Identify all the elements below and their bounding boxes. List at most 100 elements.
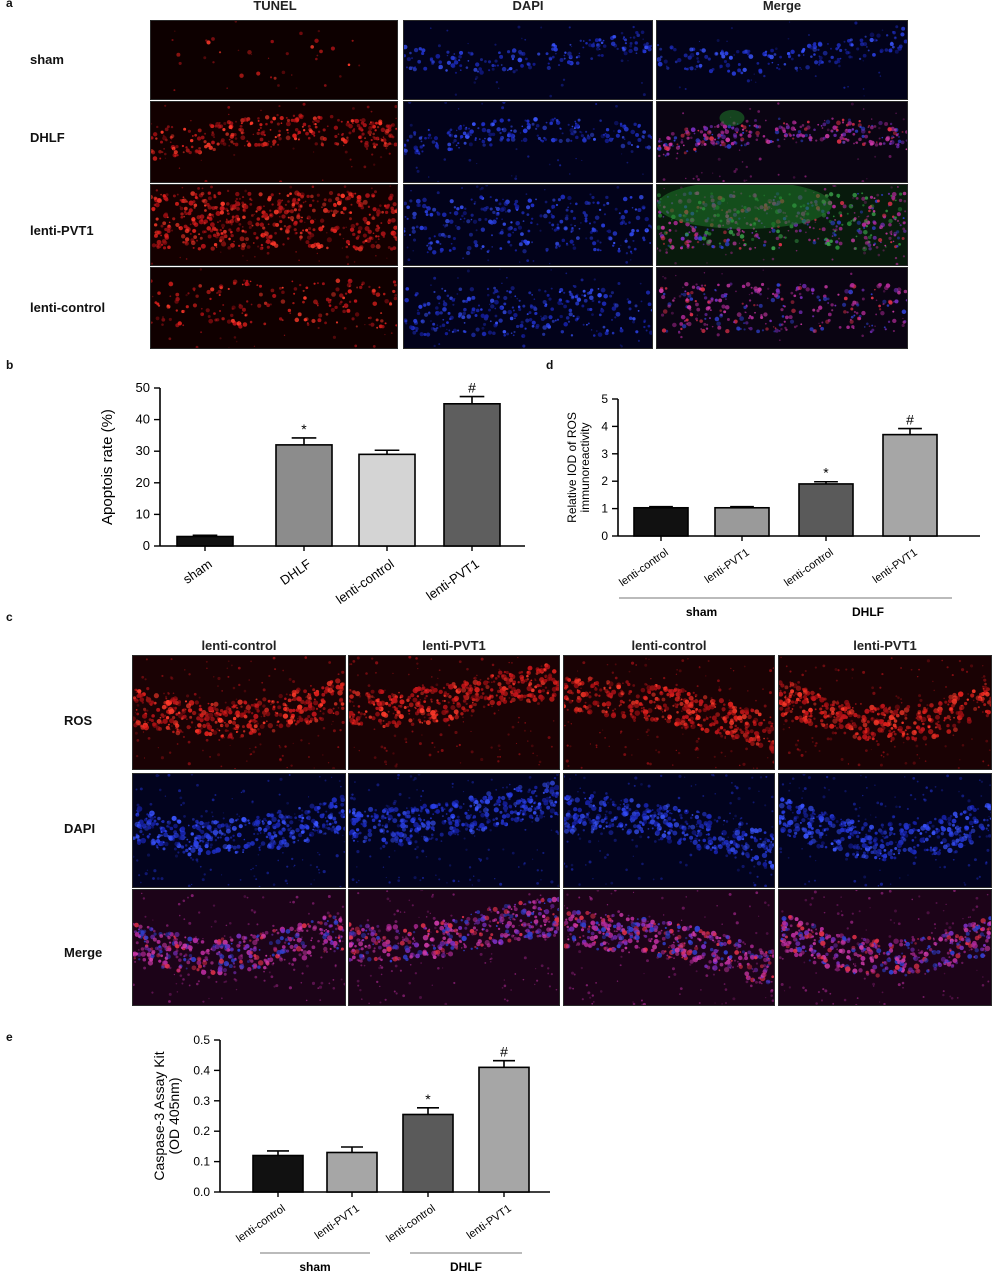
x-tick-label: lenti-PVT1 — [465, 1203, 514, 1242]
x-tick-label: sham — [180, 556, 215, 587]
y-tick-label: 0.3 — [193, 1094, 210, 1108]
group-label: sham — [686, 605, 717, 619]
error-bar — [814, 480, 838, 484]
micrograph-dhlf-tunel — [150, 101, 398, 183]
y-tick-label: 20 — [136, 475, 150, 490]
significance-marker: * — [301, 421, 307, 437]
col-header-tunel: TUNEL — [253, 0, 297, 13]
error-bar — [267, 1150, 289, 1156]
col-header-c1: lenti-control — [201, 638, 277, 653]
significance-marker: # — [906, 412, 914, 428]
micrograph-dhlf-merge — [656, 101, 908, 183]
y-axis-label: Caspase-3 Assay Kit — [151, 1051, 167, 1180]
bar — [176, 535, 234, 547]
group-label: DHLF — [450, 1260, 482, 1274]
y-tick-label: 0.5 — [193, 1033, 210, 1047]
y-tick-label: 50 — [136, 380, 150, 395]
micrograph-dapi-dhlf-lenti-pvt1 — [778, 773, 992, 888]
bar — [252, 1154, 304, 1193]
panel-b-label: b — [6, 358, 14, 372]
error-bar — [730, 505, 754, 508]
y-axis-label: Apoptois rate (%) — [99, 409, 116, 525]
y-tick-label: 5 — [601, 392, 608, 406]
bar — [402, 1113, 454, 1193]
x-tick-label: lenti-control — [333, 556, 397, 607]
significance-marker: # — [500, 1044, 508, 1060]
micrograph-dapi-dhlf-lenti-control — [563, 773, 775, 888]
apoptosis-bar-chart: 0 10 20 30 40 50 Apoptois rate (%) sham * DHLF len… — [99, 380, 525, 607]
micrograph-dhlf-dapi — [403, 101, 653, 183]
panel-c-label: c — [6, 610, 13, 624]
micrograph-merge-dhlf-lenti-pvt1 — [778, 889, 992, 1006]
error-bar — [192, 534, 218, 537]
y-tick-label: 30 — [136, 443, 150, 458]
y-axis-label: (OD 405nm) — [166, 1077, 182, 1154]
x-tick-label: lenti-control — [782, 547, 835, 589]
y-tick-label: 0.2 — [193, 1124, 210, 1138]
error-bar — [649, 505, 673, 508]
y-axis-label: immunoreactivity — [578, 422, 592, 512]
bar — [326, 1151, 378, 1193]
significance-marker: * — [425, 1091, 431, 1107]
panel-a-label: a — [6, 0, 13, 10]
micrograph-lenti-control-dapi — [403, 267, 653, 349]
col-header-merge: Merge — [762, 0, 802, 13]
error-bar — [493, 1059, 515, 1068]
error-bar — [341, 1146, 363, 1153]
significance-marker: * — [823, 465, 829, 481]
micrograph-lenti-pvt1-tunel — [150, 184, 398, 266]
x-tick-label: lenti-PVT1 — [423, 556, 481, 603]
micrograph-merge-dhlf-lenti-control — [563, 889, 775, 1006]
y-tick-label: 0.0 — [193, 1185, 210, 1199]
micrograph-sham-tunel — [150, 20, 398, 100]
col-header-c2: lenti-PVT1 — [422, 638, 486, 653]
bar — [443, 402, 501, 547]
y-tick-label: 1 — [601, 502, 608, 516]
bar — [478, 1066, 530, 1193]
bar — [882, 433, 938, 537]
bar — [798, 483, 854, 537]
row-label-ros: ROS — [64, 713, 93, 728]
micrograph-ros-sham-lenti-pvt1 — [348, 655, 560, 770]
error-bar — [898, 427, 922, 435]
group-label: sham — [299, 1260, 330, 1274]
row-label-dapi: DAPI — [64, 821, 96, 836]
bar — [275, 444, 333, 547]
y-tick-label: 4 — [601, 419, 608, 433]
y-tick-label: 0.1 — [193, 1155, 210, 1169]
y-tick-label: 2 — [601, 474, 608, 488]
row-label-lenti-pvt1: lenti-PVT1 — [30, 223, 94, 238]
x-tick-label: lenti-PVT1 — [313, 1203, 362, 1242]
error-bar — [374, 449, 400, 455]
micrograph-merge-sham-lenti-pvt1 — [348, 889, 560, 1006]
bar — [633, 506, 689, 537]
micrograph-lenti-pvt1-merge — [656, 184, 908, 266]
y-tick-label: 10 — [136, 506, 150, 521]
col-header-dapi: DAPI — [512, 0, 544, 13]
micrograph-sham-dapi — [403, 20, 653, 100]
row-label-merge: Merge — [64, 945, 103, 960]
row-label-dhlf: DHLF — [30, 130, 65, 145]
error-bar — [459, 395, 485, 404]
bar — [714, 506, 770, 537]
group-label: DHLF — [852, 605, 884, 619]
micrograph-dapi-sham-lenti-control — [132, 773, 346, 888]
x-tick-label: DHLF — [277, 556, 313, 588]
col-header-c3: lenti-control — [631, 638, 707, 653]
y-axis-label: Relative IOD of ROS — [565, 412, 579, 523]
micrograph-ros-dhlf-lenti-control — [563, 655, 775, 770]
row-label-sham: sham — [30, 52, 64, 67]
col-header-c4: lenti-PVT1 — [853, 638, 917, 653]
x-tick-label: lenti-control — [384, 1203, 437, 1245]
row-label-lenti-control: lenti-control — [30, 300, 106, 315]
bar — [358, 453, 416, 547]
significance-marker: # — [468, 380, 476, 396]
y-tick-label: 40 — [136, 412, 150, 427]
panel-e-label: e — [6, 1030, 13, 1044]
micrograph-ros-dhlf-lenti-pvt1 — [778, 655, 992, 770]
error-bar — [417, 1106, 439, 1115]
micrograph-dapi-sham-lenti-pvt1 — [348, 773, 560, 888]
y-tick-label: 3 — [601, 447, 608, 461]
x-tick-label: lenti-control — [234, 1203, 287, 1245]
x-tick-label: lenti-control — [617, 547, 670, 589]
